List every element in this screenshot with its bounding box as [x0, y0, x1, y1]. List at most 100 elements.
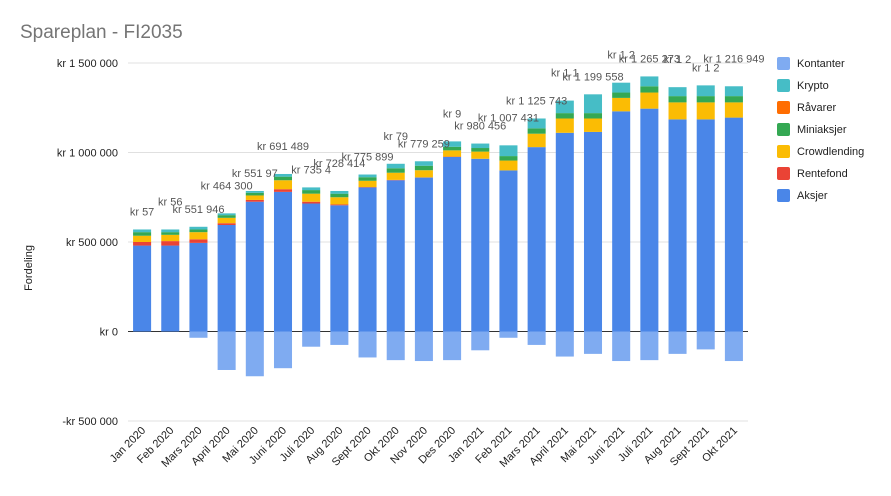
bar-kontanter-4	[245, 331, 264, 377]
bar-miniaksjer-13	[499, 156, 518, 161]
bar-miniaksjer-9	[386, 168, 405, 173]
bar-krypto-21	[724, 86, 743, 97]
bar-kontanter-13	[499, 331, 518, 338]
chart-title: Spareplan - FI2035	[20, 22, 183, 43]
total-label-8: kr 775 899	[342, 152, 394, 164]
bar-aksjer-8	[358, 187, 377, 332]
total-label-20: kr 1 2	[692, 62, 720, 74]
bar-rentefond-1	[161, 241, 180, 246]
bar-miniaksjer-17	[612, 92, 631, 98]
bar-rentefond-3	[217, 223, 236, 225]
bar-krypto-17	[612, 82, 631, 93]
bar-kontanter-7	[330, 331, 349, 345]
bar-krypto-14	[527, 118, 546, 129]
bar-aksjer-0	[133, 245, 152, 332]
bar-miniaksjer-2	[189, 229, 208, 233]
bar-rentefond-5	[273, 189, 293, 192]
bar-miniaksjer-20	[696, 96, 715, 103]
bar-crowdlending-5	[273, 180, 293, 190]
y-tick-label: -kr 500 000	[62, 416, 118, 428]
bar-krypto-18	[640, 76, 659, 87]
bar-aksjer-9	[386, 180, 405, 332]
bars	[133, 76, 743, 377]
bar-crowdlending-21	[724, 102, 743, 118]
bar-rentefond-4	[245, 199, 264, 202]
bar-krypto-12	[471, 143, 490, 149]
bar-miniaksjer-4	[245, 192, 264, 196]
bar-miniaksjer-6	[302, 190, 321, 194]
bar-crowdlending-16	[583, 118, 603, 132]
bar-miniaksjer-7	[330, 193, 349, 198]
bar-krypto-8	[358, 174, 377, 178]
bar-kontanter-19	[668, 331, 687, 354]
y-axis-label: Fordeling	[23, 245, 35, 291]
bar-kontanter-12	[471, 331, 490, 351]
bar-crowdlending-6	[302, 193, 321, 202]
bar-kontanter-3	[217, 331, 236, 370]
total-label-1: kr 56	[158, 196, 182, 208]
bar-kontanter-8	[358, 331, 377, 358]
bar-miniaksjer-3	[217, 215, 236, 218]
bar-krypto-7	[330, 190, 349, 194]
bar-kontanter-14	[527, 331, 546, 345]
total-label-16: kr 1 199 558	[562, 71, 623, 83]
bar-crowdlending-10	[414, 170, 433, 178]
bar-crowdlending-4	[245, 195, 264, 200]
bar-miniaksjer-18	[640, 86, 659, 93]
bar-kontanter-20	[696, 331, 715, 350]
total-label-13: kr 1 007 431	[478, 112, 539, 124]
bar-krypto-0	[133, 229, 152, 233]
bar-crowdlending-17	[612, 97, 631, 112]
legend-swatch-aksjer	[777, 189, 790, 202]
bar-krypto-5	[273, 173, 293, 177]
y-tick-label: kr 1 000 000	[57, 148, 118, 160]
bar-crowdlending-2	[189, 232, 208, 240]
bar-crowdlending-7	[330, 197, 349, 205]
bar-aksjer-5	[273, 191, 293, 332]
bar-kontanter-21	[724, 331, 743, 362]
bar-krypto-2	[189, 226, 208, 230]
bar-miniaksjer-1	[161, 232, 180, 235]
bar-aksjer-1	[161, 245, 180, 332]
bar-crowdlending-13	[499, 160, 518, 171]
legend-label-rentefond: Rentefond	[797, 168, 848, 180]
bar-aksjer-19	[668, 119, 687, 332]
bar-aksjer-3	[217, 224, 236, 332]
bar-aksjer-10	[414, 177, 433, 332]
bar-aksjer-20	[696, 119, 715, 332]
total-label-4: kr 551 97	[232, 168, 278, 180]
bar-krypto-4	[245, 190, 264, 193]
legend-swatch-krypto	[777, 79, 790, 92]
legend-label-krypto: Krypto	[797, 80, 829, 92]
bar-kontanter-6	[302, 331, 321, 347]
bar-kontanter-10	[414, 331, 433, 362]
bar-aksjer-12	[471, 158, 490, 332]
bar-aksjer-16	[583, 131, 603, 332]
bar-krypto-1	[161, 229, 180, 233]
legend-swatch-kontanter	[777, 57, 790, 70]
total-label-11: kr 9	[443, 108, 461, 120]
legend-label-aksjer: Aksjer	[797, 190, 828, 202]
bar-aksjer-15	[555, 132, 574, 332]
legend-label-miniaksjer: Miniaksjer	[797, 124, 847, 136]
bar-crowdlending-18	[640, 92, 659, 109]
total-label-12: kr 980 456	[454, 121, 506, 133]
bar-miniaksjer-21	[724, 96, 743, 103]
bar-krypto-15	[555, 100, 574, 114]
total-label-17: kr 1 2	[607, 50, 635, 62]
total-label-15: kr 1 1	[551, 68, 579, 80]
bar-rentefond-2	[189, 239, 208, 243]
bar-miniaksjer-8	[358, 177, 377, 181]
bar-crowdlending-19	[668, 102, 687, 120]
bar-miniaksjer-16	[583, 113, 603, 119]
bar-aksjer-11	[443, 156, 462, 332]
legend-label-ravarer: Råvarer	[797, 102, 836, 114]
bar-crowdlending-9	[386, 172, 405, 180]
bar-aksjer-4	[245, 201, 264, 332]
legend: Kontanter Krypto Råvarer Miniaksjer Crowdlen…	[777, 57, 864, 202]
bar-miniaksjer-11	[443, 146, 462, 151]
bar-krypto-16	[583, 94, 603, 114]
